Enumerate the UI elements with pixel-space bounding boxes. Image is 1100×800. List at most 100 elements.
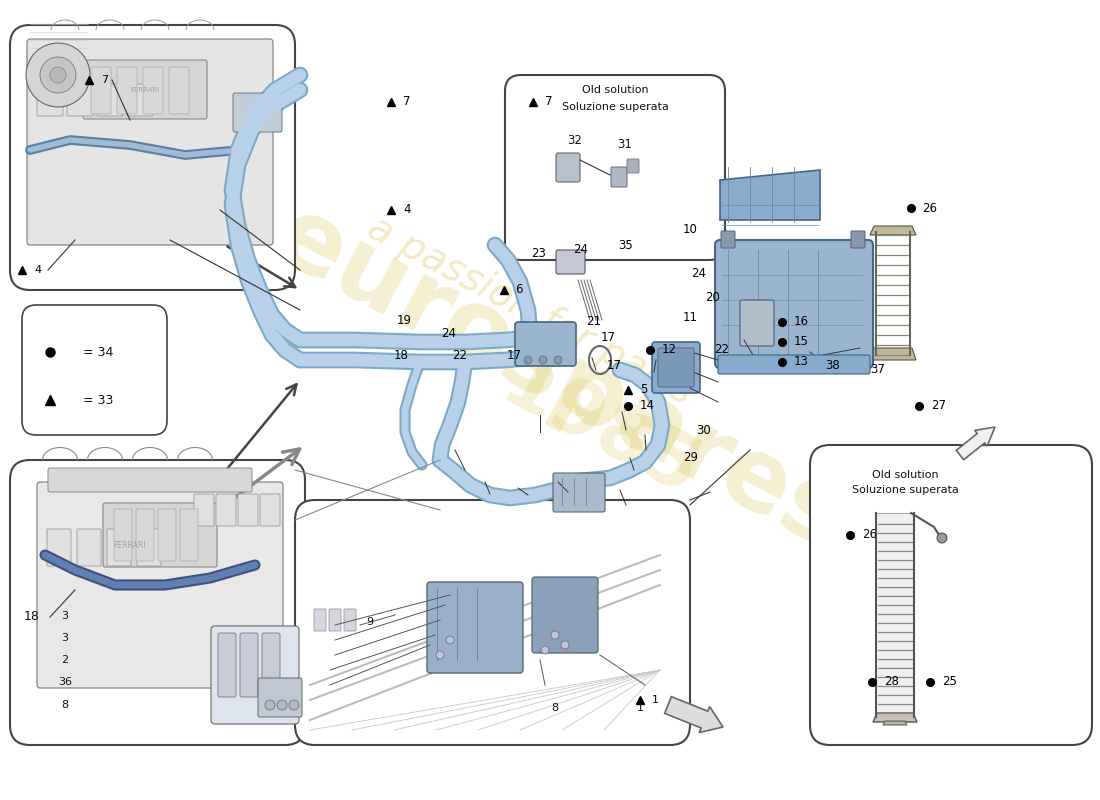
Text: 3: 3	[62, 611, 68, 621]
Text: 27: 27	[932, 399, 946, 412]
FancyBboxPatch shape	[211, 626, 299, 724]
FancyBboxPatch shape	[91, 67, 111, 114]
Text: 15: 15	[794, 335, 808, 348]
Circle shape	[541, 646, 549, 654]
FancyBboxPatch shape	[344, 609, 356, 631]
FancyBboxPatch shape	[47, 529, 72, 566]
FancyBboxPatch shape	[28, 39, 273, 245]
FancyBboxPatch shape	[77, 529, 101, 566]
Text: 36: 36	[58, 677, 72, 687]
Circle shape	[289, 700, 299, 710]
FancyArrow shape	[956, 427, 996, 460]
Circle shape	[539, 356, 547, 364]
FancyBboxPatch shape	[556, 153, 580, 182]
FancyBboxPatch shape	[260, 494, 280, 526]
Text: 1: 1	[637, 703, 644, 713]
Text: 7: 7	[404, 95, 410, 108]
Text: 31: 31	[617, 138, 632, 151]
Text: a passion for parts: a passion for parts	[361, 208, 698, 412]
Text: FERRARI: FERRARI	[113, 541, 146, 550]
Text: 37: 37	[870, 363, 886, 376]
FancyBboxPatch shape	[218, 633, 236, 697]
Text: 11: 11	[682, 311, 697, 324]
Text: 29: 29	[683, 451, 698, 464]
Circle shape	[50, 67, 66, 83]
FancyBboxPatch shape	[143, 67, 163, 114]
Text: Old solution: Old solution	[582, 85, 648, 95]
Text: 7: 7	[546, 95, 552, 108]
Circle shape	[40, 57, 76, 93]
FancyBboxPatch shape	[107, 529, 131, 566]
FancyBboxPatch shape	[553, 473, 605, 512]
Text: 35: 35	[618, 239, 634, 252]
FancyArrow shape	[664, 697, 723, 733]
Text: 32: 32	[568, 134, 582, 146]
FancyBboxPatch shape	[126, 84, 153, 116]
FancyBboxPatch shape	[295, 500, 690, 745]
FancyBboxPatch shape	[158, 509, 176, 561]
FancyBboxPatch shape	[718, 355, 870, 374]
Text: 22: 22	[714, 343, 729, 356]
FancyBboxPatch shape	[556, 250, 585, 274]
FancyBboxPatch shape	[851, 231, 865, 248]
FancyBboxPatch shape	[216, 494, 236, 526]
FancyBboxPatch shape	[169, 67, 189, 114]
Circle shape	[554, 356, 562, 364]
Text: 19: 19	[396, 314, 411, 326]
Text: 24: 24	[441, 327, 456, 340]
FancyBboxPatch shape	[114, 509, 132, 561]
Polygon shape	[870, 348, 916, 360]
Text: 14: 14	[640, 399, 654, 412]
Text: Soluzione superata: Soluzione superata	[851, 485, 958, 495]
Polygon shape	[870, 226, 916, 235]
FancyBboxPatch shape	[136, 509, 154, 561]
Polygon shape	[873, 713, 917, 722]
Text: 17: 17	[601, 331, 616, 344]
Text: 13: 13	[794, 355, 808, 368]
FancyBboxPatch shape	[515, 322, 576, 366]
Text: 22: 22	[452, 350, 468, 362]
Text: 4: 4	[404, 203, 410, 216]
Circle shape	[551, 631, 559, 639]
FancyBboxPatch shape	[138, 529, 161, 566]
Text: 25: 25	[943, 675, 957, 688]
FancyBboxPatch shape	[715, 240, 873, 368]
Text: 8: 8	[62, 700, 68, 710]
Circle shape	[446, 636, 454, 644]
Circle shape	[937, 533, 947, 543]
FancyBboxPatch shape	[37, 482, 283, 688]
FancyBboxPatch shape	[22, 305, 167, 435]
Text: 24: 24	[691, 267, 706, 280]
FancyBboxPatch shape	[103, 503, 217, 567]
Text: 18: 18	[24, 610, 40, 623]
Text: 6: 6	[516, 283, 522, 296]
Text: 38: 38	[825, 359, 840, 372]
FancyBboxPatch shape	[627, 159, 639, 173]
Text: 4: 4	[34, 265, 41, 275]
Polygon shape	[883, 721, 908, 725]
Circle shape	[277, 700, 287, 710]
Text: 8: 8	[551, 703, 559, 713]
FancyBboxPatch shape	[314, 609, 326, 631]
Text: 16: 16	[794, 315, 808, 328]
Text: eurospares: eurospares	[258, 189, 861, 571]
Text: 1985: 1985	[488, 347, 712, 513]
Text: 7: 7	[101, 75, 108, 85]
Text: FERRARI: FERRARI	[131, 87, 160, 93]
Text: 9: 9	[366, 617, 374, 627]
Text: 12: 12	[662, 343, 676, 356]
FancyBboxPatch shape	[180, 509, 198, 561]
Text: 10: 10	[682, 223, 697, 236]
Text: 28: 28	[884, 675, 899, 688]
Text: 26: 26	[862, 529, 877, 542]
FancyBboxPatch shape	[67, 84, 94, 116]
Text: 30: 30	[696, 424, 712, 437]
Circle shape	[26, 43, 90, 107]
FancyBboxPatch shape	[48, 468, 252, 492]
Circle shape	[265, 700, 275, 710]
Circle shape	[524, 356, 532, 364]
Text: 5: 5	[640, 383, 647, 396]
Polygon shape	[720, 170, 820, 220]
Text: 17: 17	[606, 359, 621, 372]
Text: 17: 17	[506, 350, 521, 362]
